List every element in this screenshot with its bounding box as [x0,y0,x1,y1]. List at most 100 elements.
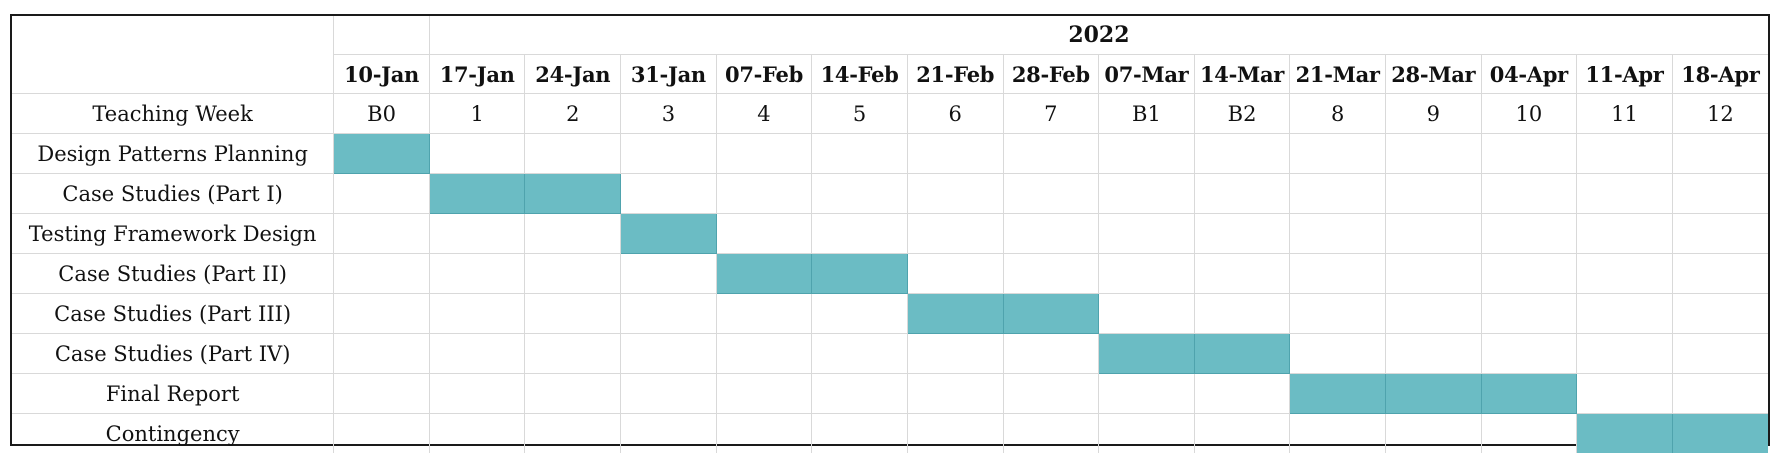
empty-cell [715,373,813,414]
empty-cell [1480,253,1578,294]
gantt-chart: 2022 10-Jan 17-Jan 24-Jan 31-Jan 07-Feb 14-Fe… [10,14,1770,453]
task-bar-segment [1098,333,1195,374]
empty-cell [1002,253,1100,294]
empty-cell [1671,333,1768,374]
empty-cell [1671,133,1768,174]
empty-cell [524,293,622,334]
week-date-header: 21-Feb [906,54,1004,94]
empty-cell [333,173,430,214]
empty-cell [1193,373,1291,414]
empty-cell [620,253,717,294]
empty-cell [1480,333,1578,374]
empty-cell [1576,253,1673,294]
empty-cell [1289,293,1386,334]
empty-cell [1098,413,1195,453]
empty-cell [1671,253,1768,294]
teaching-week-label: Teaching Week [12,93,335,134]
teaching-week-number: 6 [906,93,1004,134]
empty-cell [811,413,908,453]
empty-cell [1193,133,1291,174]
empty-cell [1576,293,1673,334]
week-date-header: 07-Mar [1098,54,1195,94]
task-bar-segment [1576,413,1673,453]
task-name: Case Studies (Part II) [12,253,335,294]
task-bar-segment [1480,373,1578,414]
week-date-header: 07-Feb [715,54,813,94]
empty-cell [620,173,717,214]
task-bar-segment [811,253,908,294]
empty-cell [715,413,813,453]
corner-cell [12,16,335,94]
empty-cell [1384,333,1482,374]
task-bar-segment [906,293,1004,334]
empty-cell [333,333,430,374]
empty-cell [1289,333,1386,374]
empty-cell [1384,253,1482,294]
empty-cell [906,333,1004,374]
empty-cell [1002,373,1100,414]
task-name: Testing Framework Design [12,213,335,254]
empty-cell [715,293,813,334]
empty-cell [1193,213,1291,254]
empty-cell [1480,133,1578,174]
empty-cell [1098,213,1195,254]
teaching-week-number: B0 [333,93,430,134]
empty-cell [1480,413,1578,453]
empty-cell [620,333,717,374]
teaching-week-number: 1 [428,93,526,134]
empty-cell [1384,293,1482,334]
task-bar-segment [1193,333,1291,374]
week-date-header: 14-Mar [1193,54,1291,94]
teaching-week-row: Teaching Week B0 1 2 3 4 5 6 7 B1 B2 8 9 10 11 12 [12,93,1768,134]
empty-cell [1480,213,1578,254]
task-bar-segment [1002,293,1100,334]
empty-cell [1193,293,1291,334]
week-date-header: 10-Jan [333,54,430,94]
empty-cell [1289,413,1386,453]
empty-cell [1002,133,1100,174]
teaching-week-number: 9 [1384,93,1482,134]
task-name: Final Report [12,373,335,414]
teaching-week-number: B2 [1193,93,1291,134]
empty-cell [1289,253,1386,294]
teaching-week-number: B1 [1098,93,1195,134]
empty-cell [333,413,430,453]
empty-cell [1576,213,1673,254]
blank-year-cell [333,16,430,55]
date-header-row: 10-Jan 17-Jan 24-Jan 31-Jan 07-Feb 14-Feb 21-F… [12,54,1768,94]
empty-cell [811,293,908,334]
teaching-week-number: 2 [524,93,622,134]
task-bar-segment [1289,373,1386,414]
task-name: Case Studies (Part I) [12,173,335,214]
task-row: Testing Framework Design [12,213,1768,254]
empty-cell [333,373,430,414]
empty-cell [1098,253,1195,294]
week-date-header: 14-Feb [811,54,908,94]
empty-cell [1480,173,1578,214]
empty-cell [715,133,813,174]
task-row: Case Studies (Part I) [12,173,1768,214]
empty-cell [1098,293,1195,334]
empty-cell [1384,133,1482,174]
empty-cell [811,133,908,174]
task-bar-segment [620,213,717,254]
teaching-week-number: 5 [811,93,908,134]
task-row: Contingency [12,413,1768,453]
empty-cell [524,213,622,254]
empty-cell [715,333,813,374]
empty-cell [906,373,1004,414]
empty-cell [333,293,430,334]
empty-cell [1384,173,1482,214]
empty-cell [428,213,526,254]
teaching-week-number: 7 [1002,93,1100,134]
task-row: Case Studies (Part II) [12,253,1768,294]
empty-cell [811,373,908,414]
task-bar-segment [1384,373,1482,414]
empty-cell [333,213,430,254]
task-row: Final Report [12,373,1768,414]
week-date-header: 18-Apr [1671,54,1768,94]
empty-cell [428,413,526,453]
empty-cell [1384,413,1482,453]
gantt-table: 2022 10-Jan 17-Jan 24-Jan 31-Jan 07-Feb 14-Fe… [12,16,1768,453]
empty-cell [428,373,526,414]
